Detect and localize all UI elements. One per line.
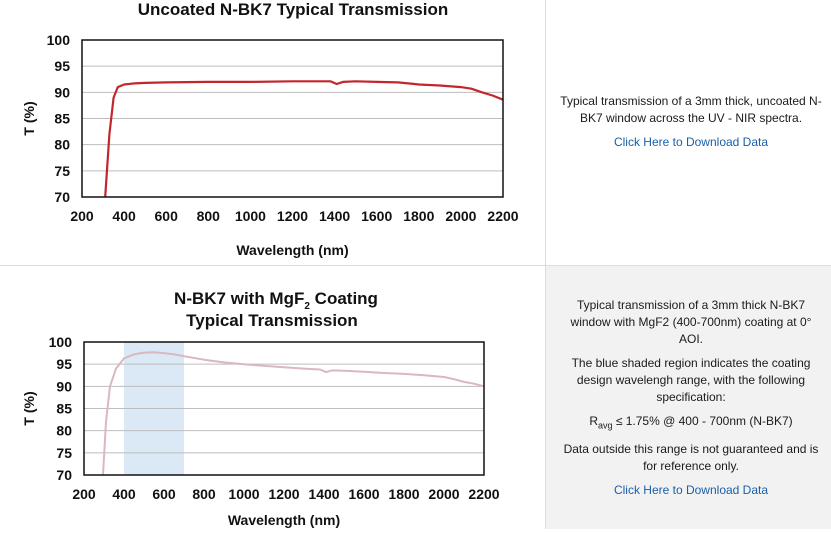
x-tick-label: 1600: [361, 208, 392, 224]
x-tick-label: 1200: [277, 208, 308, 224]
y-tick-label: 95: [54, 58, 70, 74]
x-axis-label: Wavelength (nm): [236, 242, 348, 258]
x-tick-label: 400: [112, 486, 136, 502]
x-tick-label: 800: [197, 208, 221, 224]
chart-title-subscript: 2: [304, 301, 310, 312]
x-tick-label: 200: [72, 486, 96, 502]
chart-title-tail: Coating: [310, 289, 378, 308]
x-axis-label: Wavelength (nm): [228, 512, 340, 528]
y-tick-label: 75: [54, 163, 70, 179]
download-data-link[interactable]: Click Here to Download Data: [613, 135, 769, 149]
x-tick-label: 2000: [428, 486, 459, 502]
description-cell-uncoated: Typical transmission of a 3mm thick, unc…: [545, 0, 831, 265]
x-tick-label: 600: [155, 208, 179, 224]
x-tick-label: 200: [70, 208, 94, 224]
shade-explanation-text: The blue shaded region indicates the coa…: [571, 356, 811, 404]
x-tick-label: 1200: [268, 486, 299, 502]
y-tick-label: 80: [54, 137, 70, 153]
chart-row-mgf2: N-BK7 with MgF2 Coating Typical Transmiss…: [0, 266, 831, 529]
download-data-link[interactable]: Click Here to Download Data: [613, 483, 769, 498]
chart-uncoated: Uncoated N-BK7 Typical Transmission 70 75 8…: [21, 0, 519, 258]
y-axis-label: T (%): [21, 391, 37, 425]
y-tick-label: 85: [54, 111, 70, 127]
description-text: Typical transmission of a 3mm thick, unc…: [560, 94, 822, 125]
chart-title-main: N-BK7 with MgF: [174, 289, 304, 308]
x-tick-label: 2200: [487, 208, 518, 224]
plot-cell-uncoated: Uncoated N-BK7 Typical Transmission 70 75 8…: [0, 0, 545, 265]
spec-r: R: [589, 414, 598, 428]
y-tick-label: 100: [49, 334, 73, 350]
x-tick-label: 1000: [235, 208, 266, 224]
disclaimer-text: Data outside this range is not guarantee…: [563, 442, 819, 474]
description-block: Typical transmission of a 3mm thick, unc…: [558, 93, 824, 151]
coating-spec: Ravg ≤ 1.75% @ 400 - 700nm (N-BK7): [558, 413, 824, 434]
transmission-line: [104, 80, 504, 198]
y-tick-label: 90: [56, 378, 72, 394]
x-tick-label: 1600: [348, 486, 379, 502]
x-tick-label: 1800: [403, 208, 434, 224]
transmission-line: [102, 351, 485, 476]
y-tick-label: 85: [56, 401, 72, 417]
plot-frame: [81, 39, 504, 198]
y-axis-label: T (%): [21, 101, 37, 135]
x-tick-label: 800: [192, 486, 216, 502]
spec-value: ≤ 1.75% @ 400 - 700nm (N-BK7): [612, 414, 793, 428]
x-tick-label: 600: [152, 486, 176, 502]
chart-row-uncoated: Uncoated N-BK7 Typical Transmission 70 75 8…: [0, 0, 831, 266]
description-block: Typical transmission of a 3mm thick N-BK…: [558, 297, 824, 499]
chart-title-line2: Typical Transmission: [186, 311, 358, 330]
chart-title: N-BK7 with MgF2 Coating: [174, 289, 378, 312]
description-text: Typical transmission of a 3mm thick N-BK…: [570, 298, 812, 346]
description-cell-mgf2: Typical transmission of a 3mm thick N-BK…: [545, 266, 831, 529]
plot-frame: [83, 341, 485, 476]
y-tick-label: 75: [56, 445, 72, 461]
y-tick-label: 90: [54, 84, 70, 100]
x-tick-label: 1400: [319, 208, 350, 224]
spec-subscript: avg: [597, 420, 613, 431]
y-tick-label: 70: [54, 189, 70, 205]
y-tick-label: 100: [47, 32, 71, 48]
x-tick-label: 2200: [468, 486, 499, 502]
plot-cell-mgf2: N-BK7 with MgF2 Coating Typical Transmiss…: [0, 266, 545, 529]
chart-title: Uncoated N-BK7 Typical Transmission: [138, 0, 448, 19]
x-tick-label: 1800: [388, 486, 419, 502]
x-tick-label: 2000: [445, 208, 476, 224]
x-tick-label: 1400: [308, 486, 339, 502]
x-tick-label: 400: [112, 208, 136, 224]
x-tick-label: 1000: [228, 486, 259, 502]
y-tick-label: 70: [56, 467, 72, 483]
y-tick-label: 80: [56, 423, 72, 439]
y-tick-label: 95: [56, 356, 72, 372]
